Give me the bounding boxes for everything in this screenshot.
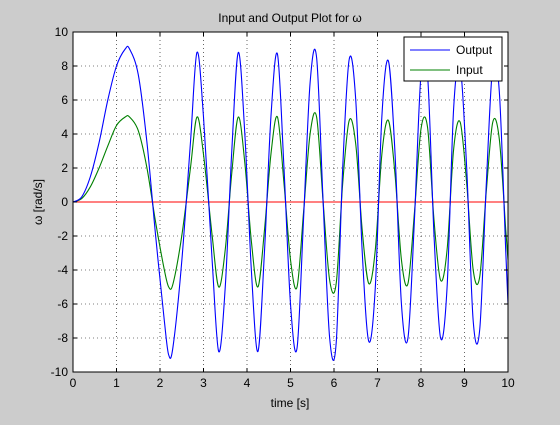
y-tick-label: 8 [61,59,68,73]
legend-box [403,36,503,82]
legend: Output Input [403,36,503,82]
y-ticks: -10 -8 -6 -4 -2 0 2 4 6 8 10 [51,25,508,379]
y-tick-label: 2 [61,161,68,175]
chart-title: Input and Output Plot for ω [218,11,361,25]
y-axis-label: ω [rad/s] [31,179,45,225]
x-tick-label: 6 [331,376,338,390]
y-tick-label: -4 [57,263,68,277]
series-line-input [72,112,509,294]
y-tick-label: 10 [55,25,69,39]
x-tick-label: 5 [287,376,294,390]
x-axis-label: time [s] [271,396,310,410]
y-tick-label: 6 [61,93,68,107]
y-tick-label: -2 [57,229,68,243]
x-tick-label: 2 [157,376,164,390]
x-tick-label: 8 [418,376,425,390]
series-lines [72,45,509,361]
grid-lines [73,32,508,372]
y-tick-label: -6 [57,297,68,311]
x-tick-label: 9 [461,376,468,390]
x-tick-label: 1 [113,376,120,390]
x-tick-label: 4 [244,376,251,390]
x-ticks: 0 1 2 3 4 5 6 7 8 9 10 [70,32,515,390]
x-tick-label: 7 [374,376,381,390]
x-tick-label: 10 [501,376,515,390]
y-tick-label: -10 [51,365,69,379]
legend-label-input: Input [456,63,483,77]
series-line-output [72,45,509,361]
x-tick-label: 3 [200,376,207,390]
y-tick-label: 4 [61,127,68,141]
y-tick-label: -8 [57,331,68,345]
legend-label-output: Output [456,43,493,57]
x-tick-label: 0 [70,376,77,390]
y-tick-label: 0 [61,195,68,209]
